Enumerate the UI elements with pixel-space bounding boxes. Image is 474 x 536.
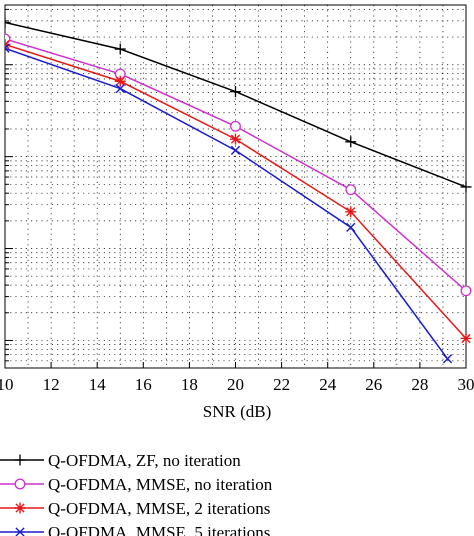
marker-x [5,43,10,53]
x-tick-label: 20 [227,375,244,394]
marker-x [230,145,241,155]
marker-plus [5,17,11,29]
x-tick-label: 28 [411,375,428,394]
x-tick-label: 22 [273,375,290,394]
marker-plus [14,454,26,466]
series-line [5,38,467,292]
x-tick-label: 30 [458,375,474,394]
plot-frame [4,4,467,369]
marker-x [442,354,453,364]
legend-item: Q-OFDMA, MMSE, 2 iterations [0,499,270,518]
legend-label: Q-OFDMA, MMSE, no iteration [48,475,273,494]
marker-x [346,222,356,232]
marker-star [230,133,241,145]
series-4 [5,43,453,364]
marker-star [345,206,357,218]
marker-circle [460,285,472,297]
x-tick-labels: 10 12 14 16 18 20 22 24 26 28 30 [0,375,474,394]
marker-plus [345,136,357,148]
legend-item: Q-OFDMA, ZF, no iteration [0,451,241,470]
x-tick-label: 12 [43,375,60,394]
legend-label: Q-OFDMA, MMSE, 2 iterations [48,499,270,518]
series-2 [5,33,472,297]
legend: Q-OFDMA, ZF, no iteration Q-OFDMA, MMSE, … [0,451,273,536]
marker-plus [460,181,472,193]
x-tick-label: 14 [89,375,107,394]
x-tick-label: 16 [135,375,152,394]
marker-plus [114,43,126,55]
marker-star [14,502,26,514]
series-lines [5,17,472,364]
x-tick-label: 10 [0,375,14,394]
grid-lines [4,5,467,368]
marker-circle [345,184,357,196]
legend-item: Q-OFDMA, MMSE, 5 iterations [0,523,270,536]
x-tick-label: 24 [319,375,337,394]
series-3 [5,39,472,344]
marker-circle [230,120,241,132]
legend-label: Q-OFDMA, ZF, no iteration [48,451,241,470]
marker-x [115,83,125,94]
legend-label: Q-OFDMA, MMSE, 5 iterations [48,523,270,536]
x-axis-label: SNR (dB) [203,402,271,421]
marker-plus [230,86,241,98]
x-tick-label: 26 [365,375,382,394]
x-tick-label: 18 [181,375,198,394]
series-line [5,47,449,360]
marker-x [15,527,25,536]
legend-item: Q-OFDMA, MMSE, no iteration [0,475,273,494]
marker-circle [14,478,26,490]
series-1 [5,17,472,193]
marker-star [114,75,126,87]
marker-star [460,332,472,344]
